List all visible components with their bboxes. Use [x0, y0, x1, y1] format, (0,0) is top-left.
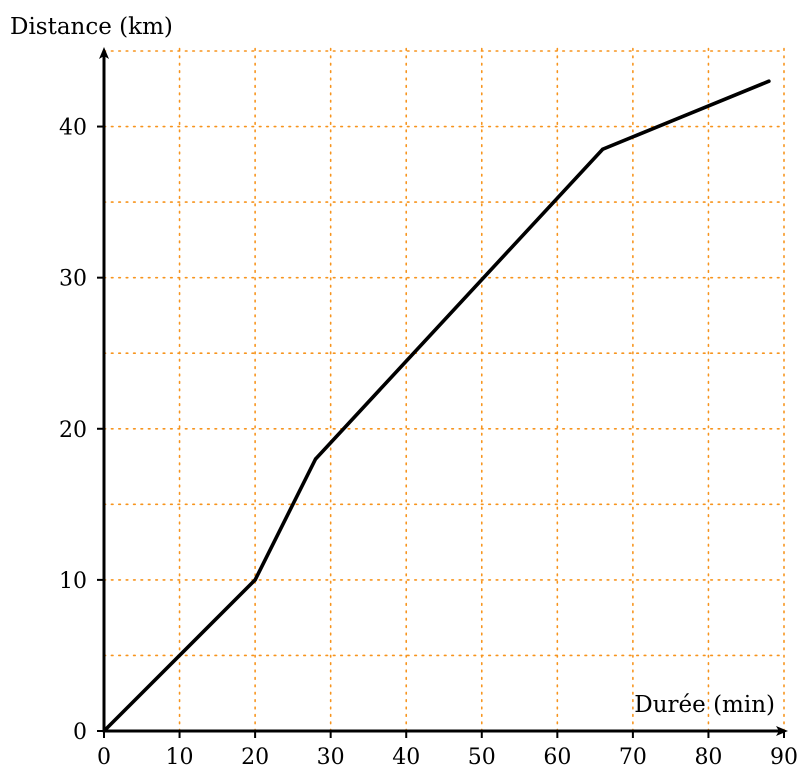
- x-tick-label: 20: [241, 745, 269, 770]
- y-tick-label: 40: [59, 116, 87, 141]
- tick-labels: 0 10 20 30 40 50 60 70 80 90 0 10 20 30 40: [59, 116, 798, 770]
- x-tick-label: 50: [468, 745, 496, 770]
- x-tick-label: 70: [619, 745, 647, 770]
- data-point: [102, 729, 105, 732]
- x-tick-label: 60: [543, 745, 571, 770]
- y-tick-label: 20: [59, 418, 87, 443]
- x-tick-label: 80: [694, 745, 722, 770]
- data-point: [314, 457, 317, 460]
- x-tick-label: 10: [166, 745, 194, 770]
- y-axis-title: Distance (km): [10, 14, 173, 40]
- y-tick-label: 10: [59, 569, 87, 594]
- x-tick-label: 90: [770, 745, 798, 770]
- data-point: [254, 578, 257, 581]
- y-tick-label: 0: [73, 720, 87, 745]
- x-axis-title: Durée (min): [634, 692, 775, 718]
- data-point: [601, 148, 604, 151]
- x-tick-label: 40: [392, 745, 420, 770]
- series-group: [102, 80, 770, 733]
- y-tick-label: 30: [59, 267, 87, 292]
- series-line: [104, 81, 769, 731]
- x-tick-label: 30: [317, 745, 345, 770]
- x-tick-label: 0: [97, 745, 111, 770]
- data-point: [767, 80, 770, 83]
